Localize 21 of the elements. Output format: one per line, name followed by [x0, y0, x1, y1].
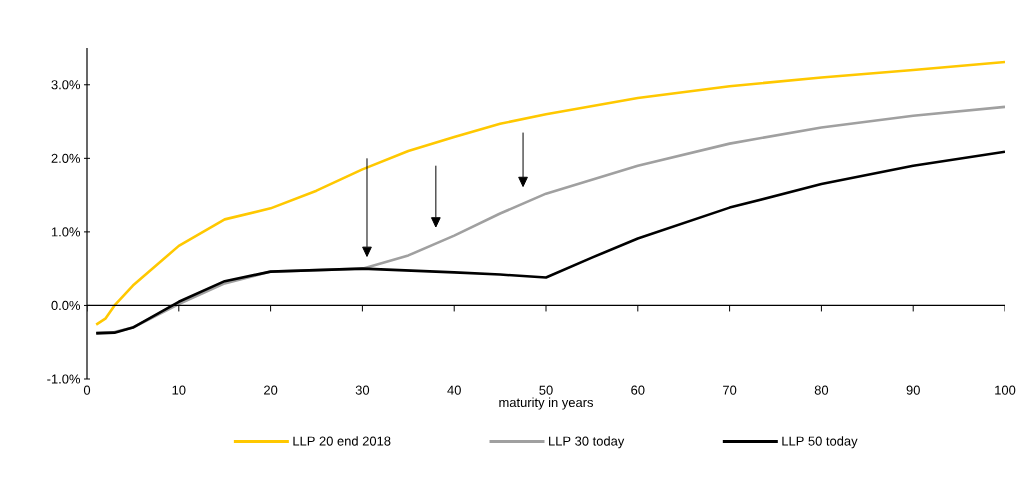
y-tick-label: -1.0% [47, 374, 81, 384]
x-tick-label: 50 [539, 385, 553, 395]
x-tick-label: 60 [631, 385, 645, 395]
x-tick-label: 40 [447, 385, 461, 395]
x-tick-label: 30 [355, 385, 370, 395]
legend-label: LLP 50 today [782, 436, 858, 449]
x-tick-label: 10 [172, 385, 186, 395]
line-series [94, 60, 1006, 326]
y-tick-label: 2.0% [51, 153, 81, 163]
x-tick-label: 80 [814, 385, 829, 395]
x-tick-label: 0 [83, 385, 91, 395]
legend-label: LLP 30 today [549, 436, 625, 449]
y-tick-label: 1.0% [51, 227, 81, 237]
x-tick-label: 20 [264, 385, 278, 395]
x-tick-label: 70 [723, 385, 737, 395]
x-tick-label: 90 [906, 385, 920, 395]
x-tick-label: 100 [995, 385, 1016, 395]
x-axis-title: maturity in years [499, 397, 594, 410]
legend-label: LLP 20 end 2018 [293, 436, 391, 446]
y-tick-label: 0.0% [51, 300, 81, 311]
y-tick-label: 3.0% [51, 80, 81, 90]
